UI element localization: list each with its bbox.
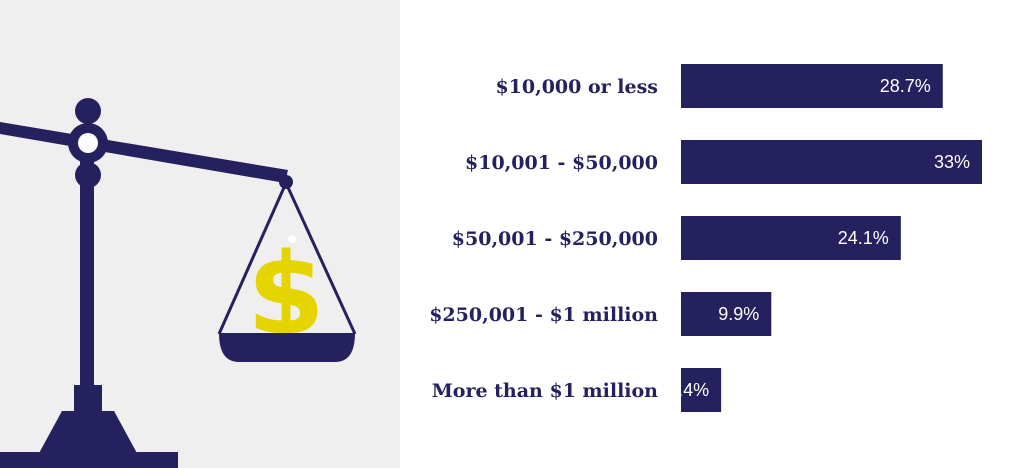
bar — [681, 292, 772, 336]
balance-scale-icon: $ — [0, 98, 357, 468]
value-label: 9.9% — [718, 304, 759, 324]
category-label: $50,001 - $250,000 — [452, 228, 658, 250]
value-label: 33% — [934, 152, 970, 172]
category-label: More than $1 million — [432, 380, 658, 402]
category-label: $10,001 - $50,000 — [465, 152, 658, 174]
bar-chart: $10,000 or less 28.7% $10,001 - $50,000 33%… — [429, 64, 982, 412]
bar — [681, 216, 901, 260]
category-label: $250,001 - $1 million — [429, 304, 658, 326]
bar — [681, 368, 722, 412]
value-label: 28.7% — [880, 76, 931, 96]
value-label: 24.1% — [838, 228, 889, 248]
value-label: 4.4% — [668, 380, 709, 400]
bar — [681, 64, 943, 108]
bar — [681, 140, 982, 184]
illustration-panel — [0, 0, 400, 468]
category-label: $10,000 or less — [495, 76, 658, 98]
